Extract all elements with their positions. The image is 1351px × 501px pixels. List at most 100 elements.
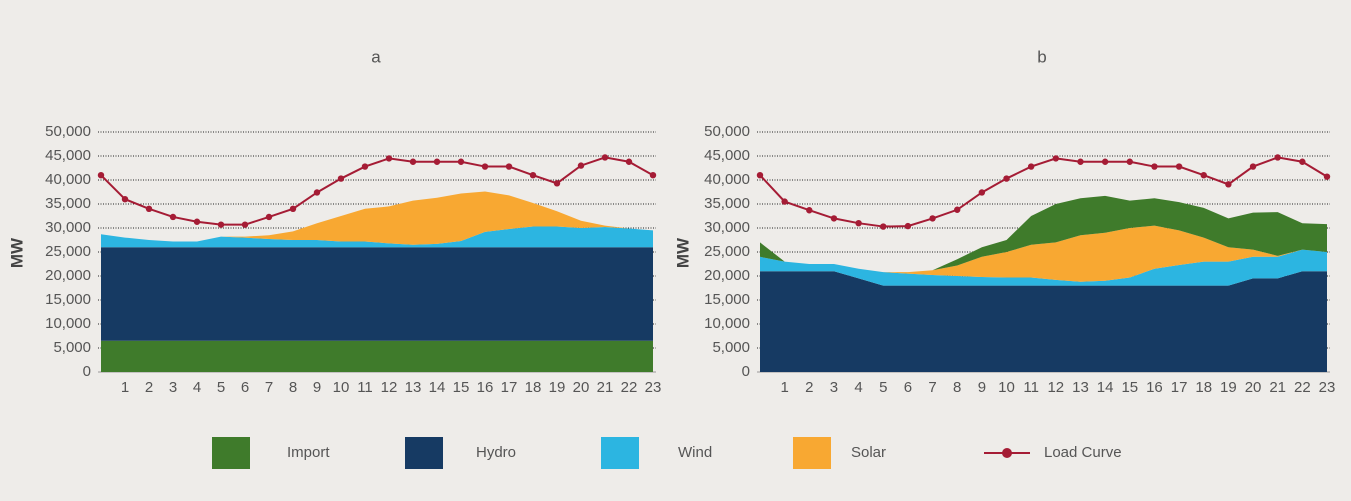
y-axis-label: MW	[673, 237, 692, 268]
line-point	[97, 172, 105, 179]
line-point	[880, 223, 887, 230]
x-tick-label: 13	[1072, 379, 1089, 396]
y-tick-label: 5,000	[712, 339, 750, 356]
legend-label: Hydro	[476, 444, 516, 461]
x-tick-label: 2	[805, 379, 813, 396]
y-tick-label: 45,000	[45, 147, 91, 164]
legend-swatch	[601, 437, 639, 469]
x-tick-label: 18	[1195, 379, 1212, 396]
x-tick-label: 3	[169, 379, 177, 396]
x-tick-label: 10	[998, 379, 1015, 396]
y-tick-label: 15,000	[45, 291, 91, 308]
x-tick-label: 20	[573, 379, 590, 396]
line-point	[265, 213, 273, 221]
x-tick-label: 10	[333, 379, 350, 396]
line-point	[1225, 181, 1232, 188]
line-point	[241, 221, 249, 228]
legend-marker	[1002, 448, 1012, 458]
y-tick-label: 30,000	[45, 219, 91, 236]
line-point	[409, 158, 417, 165]
area	[760, 225, 1327, 282]
line-point	[625, 158, 633, 165]
x-tick-label: 16	[477, 379, 494, 396]
line	[100, 156, 654, 226]
y-tick-label: 25,000	[704, 243, 750, 260]
y-tick-label: 0	[83, 363, 91, 380]
x-tick-label: 19	[549, 379, 566, 396]
line-point	[954, 206, 961, 213]
x-tick-label: 22	[621, 379, 638, 396]
x-tick-label: 2	[145, 379, 153, 396]
line-point	[529, 172, 537, 179]
line-point	[1027, 163, 1035, 170]
x-tick-label: 11	[357, 379, 373, 396]
line-point	[1052, 155, 1060, 162]
x-tick-label: 12	[1047, 379, 1064, 396]
line-point	[1323, 173, 1331, 180]
line-point	[577, 162, 585, 169]
y-tick-label: 20,000	[704, 267, 750, 284]
x-tick-label: 21	[1269, 379, 1286, 396]
x-tick-label: 17	[501, 379, 518, 396]
x-tick-label: 20	[1245, 379, 1262, 396]
line-point	[505, 163, 513, 170]
line-point	[553, 180, 561, 187]
y-tick-label: 45,000	[704, 147, 750, 164]
x-tick-label: 12	[381, 379, 398, 396]
line-point	[193, 218, 201, 225]
line-point	[649, 172, 657, 179]
x-tick-label: 3	[830, 379, 838, 396]
x-tick-label: 1	[121, 379, 129, 396]
x-tick-label: 9	[313, 379, 321, 396]
y-axis-label: MW	[7, 237, 26, 268]
line-point	[855, 220, 862, 227]
area	[760, 271, 1327, 372]
line-point	[121, 196, 129, 203]
line-point	[1003, 175, 1010, 182]
line-point	[433, 158, 441, 165]
x-tick-label: 16	[1146, 379, 1163, 396]
line	[759, 156, 1328, 228]
y-tick-label: 50,000	[704, 123, 750, 140]
line-point	[830, 215, 838, 222]
x-tick-label: 15	[453, 379, 470, 396]
line-point	[1126, 158, 1133, 165]
x-tick-label: 7	[928, 379, 936, 396]
y-tick-label: 40,000	[704, 171, 750, 188]
line-point	[1249, 163, 1257, 170]
legend-label: Import	[287, 444, 330, 461]
legend-swatch	[212, 437, 250, 469]
line-point	[978, 189, 986, 196]
x-tick-label: 19	[1220, 379, 1237, 396]
y-tick-label: 0	[742, 363, 750, 380]
line-point	[929, 215, 936, 222]
line-point	[289, 205, 297, 212]
chart-title: a	[371, 47, 381, 66]
line-point	[337, 175, 345, 182]
x-tick-label: 22	[1294, 379, 1311, 396]
legend-label: Load Curve	[1044, 444, 1122, 461]
y-tick-label: 15,000	[704, 291, 750, 308]
area	[760, 249, 1327, 286]
line-point	[1077, 158, 1084, 165]
legend-label: Solar	[851, 444, 886, 461]
y-tick-label: 50,000	[45, 123, 91, 140]
x-tick-label: 11	[1023, 379, 1039, 396]
x-tick-label: 15	[1121, 379, 1138, 396]
line-point	[1200, 172, 1207, 179]
y-tick-label: 30,000	[704, 219, 750, 236]
x-tick-label: 17	[1171, 379, 1188, 396]
y-tick-label: 35,000	[45, 195, 91, 212]
y-tick-label: 25,000	[45, 243, 91, 260]
line-point	[1274, 154, 1281, 161]
area	[101, 226, 653, 248]
line-point	[806, 207, 813, 214]
line-point	[1101, 158, 1109, 165]
x-tick-label: 18	[525, 379, 542, 396]
line-point	[457, 158, 465, 165]
x-tick-label: 9	[978, 379, 986, 396]
x-tick-label: 5	[879, 379, 887, 396]
line-point	[1299, 158, 1306, 165]
x-tick-label: 14	[1097, 379, 1114, 396]
x-tick-label: 23	[645, 379, 662, 396]
